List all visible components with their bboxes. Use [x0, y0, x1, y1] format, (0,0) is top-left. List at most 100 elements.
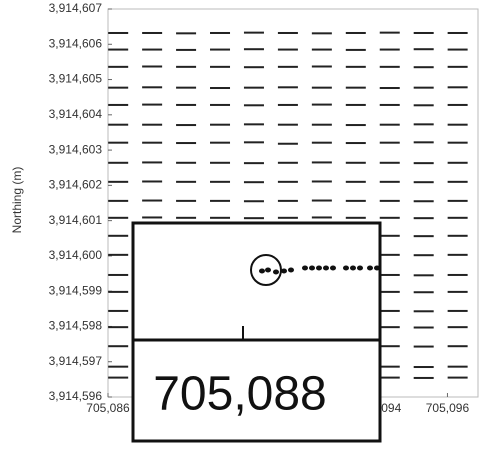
point [142, 103, 163, 106]
point [210, 123, 231, 126]
point [243, 31, 264, 34]
point [379, 31, 400, 34]
point [379, 199, 400, 202]
point [108, 180, 129, 183]
point [108, 216, 129, 219]
point [108, 326, 129, 329]
point [142, 65, 163, 68]
point [210, 65, 231, 68]
point [243, 123, 264, 126]
y-tick-label: 3,914,602 [49, 178, 103, 192]
y-tick-label: 3,914,606 [49, 36, 103, 50]
point [243, 66, 264, 69]
point [379, 326, 400, 329]
point [345, 142, 366, 145]
point [176, 103, 197, 106]
point [447, 273, 468, 276]
point [379, 65, 400, 68]
point [447, 86, 468, 89]
point [243, 162, 264, 165]
point [447, 180, 468, 183]
point [345, 48, 366, 51]
point [447, 31, 468, 34]
point [277, 65, 298, 68]
point [277, 48, 298, 51]
point [447, 161, 468, 164]
point [176, 180, 197, 183]
point [210, 216, 231, 219]
point [379, 253, 400, 256]
point [176, 142, 197, 145]
point [243, 200, 264, 203]
point [413, 274, 434, 277]
y-tick-label: 3,914,598 [49, 319, 103, 333]
point [277, 103, 298, 106]
point [379, 123, 400, 126]
point [210, 199, 231, 202]
point [345, 124, 366, 127]
point [379, 273, 400, 276]
point [142, 48, 163, 51]
inset-highlight [250, 254, 282, 286]
point [243, 86, 264, 89]
point [413, 104, 434, 107]
y-tick-label: 3,914,607 [49, 1, 103, 15]
point [108, 234, 129, 237]
point [176, 32, 197, 35]
point [345, 103, 366, 106]
point [447, 345, 468, 348]
point [379, 161, 400, 164]
point [413, 31, 434, 34]
point [413, 254, 434, 257]
point [142, 199, 163, 202]
point [176, 124, 197, 127]
point [379, 376, 400, 379]
point [379, 365, 400, 368]
point [413, 123, 434, 126]
y-tick-label: 3,914,597 [49, 354, 103, 368]
point [108, 103, 129, 106]
point [379, 141, 400, 144]
point [311, 123, 332, 126]
point [142, 31, 163, 34]
point [379, 103, 400, 106]
point [379, 216, 400, 219]
y-tick-label: 3,914,600 [49, 248, 103, 262]
point [413, 66, 434, 69]
point [176, 48, 197, 51]
point [210, 48, 231, 51]
point [311, 103, 332, 106]
point [345, 31, 366, 34]
point [311, 141, 332, 144]
point [447, 103, 468, 106]
point [447, 141, 468, 144]
point [311, 32, 332, 35]
point [142, 141, 163, 144]
point [413, 48, 434, 51]
point [311, 180, 332, 183]
point [413, 141, 434, 144]
point [108, 48, 129, 51]
point [243, 181, 264, 184]
point [345, 65, 366, 68]
point [379, 290, 400, 293]
point [108, 86, 129, 89]
point [379, 309, 400, 312]
point [277, 142, 298, 145]
y-tick-label: 3,914,599 [49, 283, 103, 297]
point [447, 123, 468, 126]
point [142, 161, 163, 164]
point [243, 104, 264, 107]
point [108, 345, 129, 348]
point [210, 180, 231, 183]
point [142, 86, 163, 89]
point [108, 365, 129, 368]
point [142, 216, 163, 219]
y-tick-label: 3,914,601 [49, 213, 103, 227]
point [379, 87, 400, 90]
x-tick-label: 705,086 [86, 401, 130, 415]
y-tick-label: 3,914,604 [49, 107, 103, 121]
point [311, 216, 332, 219]
point [345, 199, 366, 202]
